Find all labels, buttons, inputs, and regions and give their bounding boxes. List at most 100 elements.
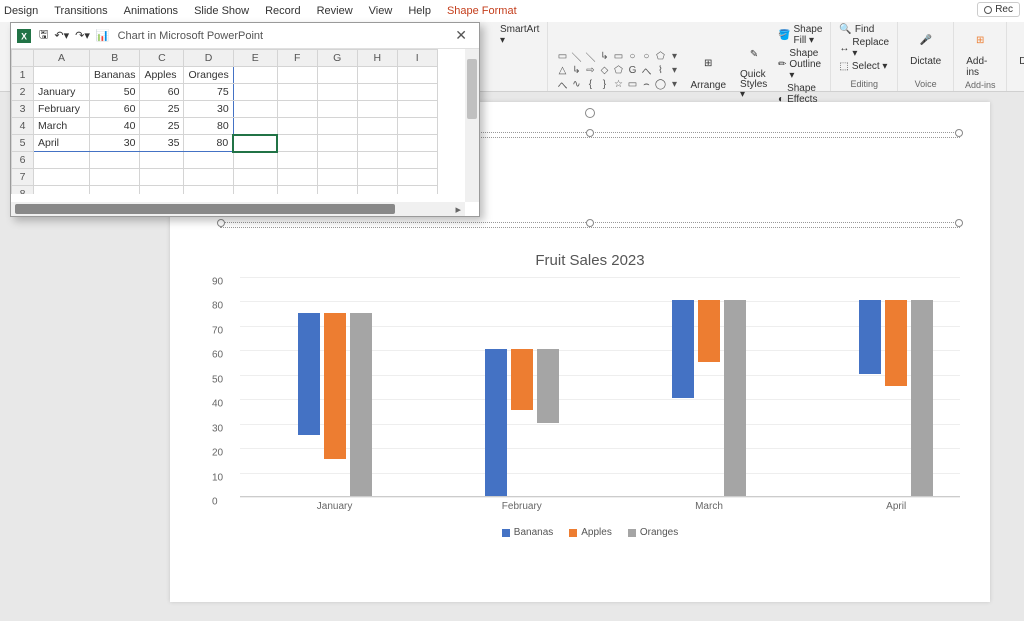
redo-icon[interactable]: ↷▾ <box>75 29 90 42</box>
cell[interactable] <box>317 186 357 195</box>
excel-sheet[interactable]: ABCDEFGHI1BananasApplesOranges2January50… <box>11 49 479 194</box>
excel-titlebar[interactable]: X 🖫 ↶▾ ↷▾ 📊 Chart in Microsoft PowerPoin… <box>11 23 479 49</box>
close-button[interactable]: ✕ <box>449 27 473 44</box>
cell[interactable] <box>140 186 184 195</box>
row-header[interactable]: 2 <box>12 84 34 101</box>
cell[interactable] <box>357 118 397 135</box>
cell[interactable] <box>317 169 357 186</box>
cell[interactable] <box>90 186 140 195</box>
cell[interactable] <box>277 101 317 118</box>
menu-help[interactable]: Help <box>408 5 431 17</box>
cell[interactable]: 40 <box>90 118 140 135</box>
cell[interactable] <box>277 169 317 186</box>
cell[interactable]: 60 <box>140 84 184 101</box>
cell[interactable]: 30 <box>184 101 233 118</box>
row-header[interactable]: 4 <box>12 118 34 135</box>
col-header[interactable]: A <box>34 50 90 67</box>
cell[interactable] <box>34 67 90 84</box>
cell[interactable] <box>397 101 437 118</box>
cell[interactable] <box>90 169 140 186</box>
cell[interactable]: 30 <box>90 135 140 152</box>
cell[interactable] <box>357 84 397 101</box>
cell[interactable] <box>397 186 437 195</box>
col-header[interactable]: D <box>184 50 233 67</box>
row-header[interactable]: 6 <box>12 152 34 169</box>
cell[interactable] <box>233 186 277 195</box>
save-icon[interactable]: 🖫 <box>39 26 48 45</box>
bar-chart[interactable]: Fruit Sales 2023 0102030405060708090Janu… <box>210 252 970 582</box>
cell[interactable] <box>184 186 233 195</box>
cell[interactable] <box>233 67 277 84</box>
cell[interactable] <box>317 118 357 135</box>
cell[interactable] <box>397 84 437 101</box>
cell[interactable] <box>397 169 437 186</box>
menu-slideshow[interactable]: Slide Show <box>194 5 249 17</box>
addins-button[interactable]: ⊞ Add-ins <box>962 24 998 80</box>
cell[interactable] <box>90 152 140 169</box>
col-header[interactable]: C <box>140 50 184 67</box>
cell[interactable] <box>397 135 437 152</box>
shape-gallery[interactable]: ▭＼＼↳▭○○⬠▾ △↳⇨◇⬠Gへ⌇▾ へ∿{}☆▭⌢◯▾ <box>556 50 680 90</box>
smartart-button[interactable]: SmartArt ▾ <box>500 24 539 46</box>
arrange-button[interactable]: ⊞ Arrange <box>686 48 730 93</box>
excel-data-window[interactable]: X 🖫 ↶▾ ↷▾ 📊 Chart in Microsoft PowerPoin… <box>10 22 480 217</box>
cell[interactable] <box>317 84 357 101</box>
cell[interactable] <box>357 135 397 152</box>
cell[interactable]: Oranges <box>184 67 233 84</box>
cell[interactable] <box>277 152 317 169</box>
menu-design[interactable]: Design <box>4 5 38 17</box>
cell[interactable] <box>140 152 184 169</box>
cell[interactable]: 80 <box>184 118 233 135</box>
cell[interactable]: 80 <box>184 135 233 152</box>
designer-button[interactable]: ⊟ Designer <box>1015 24 1024 69</box>
menu-view[interactable]: View <box>369 5 393 17</box>
cell[interactable]: 35 <box>140 135 184 152</box>
shape-outline-button[interactable]: ✏Shape Outline ▾ <box>778 48 822 81</box>
vertical-scrollbar[interactable] <box>465 49 479 202</box>
row-header[interactable]: 8 <box>12 186 34 195</box>
dictate-button[interactable]: 🎤 Dictate <box>906 24 945 69</box>
cell[interactable] <box>140 169 184 186</box>
menu-transitions[interactable]: Transitions <box>54 5 107 17</box>
cell[interactable] <box>317 101 357 118</box>
cell[interactable]: 60 <box>90 101 140 118</box>
cell[interactable] <box>34 152 90 169</box>
cell[interactable] <box>357 67 397 84</box>
record-button[interactable]: Rec <box>977 2 1020 17</box>
cell[interactable]: Apples <box>140 67 184 84</box>
col-header[interactable]: E <box>233 50 277 67</box>
col-header[interactable]: B <box>90 50 140 67</box>
menu-animations[interactable]: Animations <box>124 5 178 17</box>
cell[interactable] <box>34 186 90 195</box>
menu-record[interactable]: Record <box>265 5 300 17</box>
cell[interactable] <box>233 84 277 101</box>
cell[interactable] <box>233 135 277 152</box>
shape-fill-button[interactable]: 🪣Shape Fill ▾ <box>778 24 822 46</box>
cell[interactable] <box>357 169 397 186</box>
undo-icon[interactable]: ↶▾ <box>54 29 69 42</box>
cell[interactable]: April <box>34 135 90 152</box>
cell[interactable] <box>397 118 437 135</box>
cell[interactable] <box>397 152 437 169</box>
cell[interactable]: February <box>34 101 90 118</box>
cell[interactable] <box>277 118 317 135</box>
cell[interactable] <box>277 67 317 84</box>
cell[interactable] <box>277 135 317 152</box>
cell[interactable] <box>34 169 90 186</box>
cell[interactable]: March <box>34 118 90 135</box>
cell[interactable]: 50 <box>90 84 140 101</box>
menu-shape-format[interactable]: Shape Format <box>447 5 517 17</box>
cell[interactable] <box>277 84 317 101</box>
row-header[interactable]: 1 <box>12 67 34 84</box>
row-header[interactable]: 7 <box>12 169 34 186</box>
cell[interactable] <box>277 186 317 195</box>
cell[interactable] <box>357 152 397 169</box>
row-header[interactable]: 5 <box>12 135 34 152</box>
row-header[interactable]: 3 <box>12 101 34 118</box>
col-header[interactable]: I <box>397 50 437 67</box>
menu-review[interactable]: Review <box>317 5 353 17</box>
cell[interactable]: 75 <box>184 84 233 101</box>
cell[interactable] <box>397 67 437 84</box>
select-button[interactable]: ⬚Select ▾ <box>839 61 889 72</box>
cell[interactable] <box>317 67 357 84</box>
